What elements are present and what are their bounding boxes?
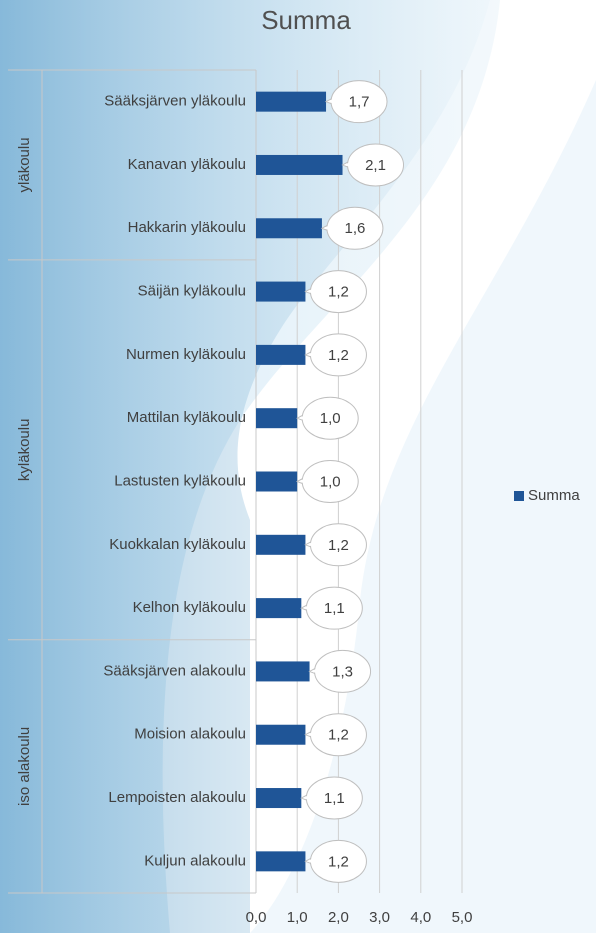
bar	[256, 788, 302, 809]
callout	[322, 222, 337, 233]
x-tick-label: 1,0	[287, 909, 308, 926]
group-label: yläkoulu	[16, 137, 33, 192]
data-label: 1,2	[328, 853, 349, 870]
data-label: 1,3	[332, 663, 353, 680]
bar	[256, 598, 302, 619]
x-tick-label: 0,0	[246, 909, 267, 926]
legend-label: Summa	[528, 487, 580, 504]
y-tick-label: Sääksjärven alakoulu	[103, 662, 246, 679]
data-label: 1,0	[320, 473, 341, 490]
bar	[256, 281, 306, 302]
legend-swatch	[514, 491, 524, 501]
y-tick-label: Moision alakoulu	[134, 726, 246, 743]
data-label: 1,0	[320, 410, 341, 427]
data-label: 1,2	[328, 727, 349, 744]
data-label: 1,7	[349, 94, 370, 111]
bar	[256, 534, 306, 555]
y-tick-label: Kelhon kyläkoulu	[133, 599, 246, 616]
y-tick-label: Kanavan yläkoulu	[128, 156, 246, 173]
callout	[298, 475, 313, 486]
x-tick-label: 5,0	[452, 909, 473, 926]
y-tick-label: Kuljun alakoulu	[144, 852, 246, 869]
callout	[343, 158, 358, 169]
data-label: 1,2	[328, 537, 349, 554]
y-tick-label: Mattilan kyläkoulu	[127, 409, 246, 426]
chart-title: Summa	[261, 5, 351, 35]
callout	[306, 285, 321, 296]
bar	[256, 661, 310, 682]
x-tick-label: 2,0	[328, 909, 349, 926]
data-label: 1,1	[324, 600, 345, 617]
y-tick-label: Säijän kyläkoulu	[138, 283, 246, 300]
data-label: 1,1	[324, 790, 345, 807]
callout	[310, 665, 325, 676]
callout	[302, 792, 317, 803]
bar	[256, 154, 343, 175]
x-tick-label: 4,0	[410, 909, 431, 926]
bar	[256, 91, 327, 112]
y-tick-label: Lempoisten alakoulu	[108, 789, 246, 806]
bar	[256, 408, 298, 429]
background-wave	[250, 80, 596, 933]
data-label: 2,1	[365, 157, 386, 174]
bar	[256, 471, 298, 492]
callout	[306, 855, 321, 866]
callout	[298, 412, 313, 423]
callout	[302, 602, 317, 613]
data-label: 1,2	[328, 284, 349, 301]
y-tick-label: Sääksjärven yläkoulu	[104, 93, 246, 110]
bar	[256, 851, 306, 872]
callout	[306, 538, 321, 549]
y-tick-label: Hakkarin yläkoulu	[128, 219, 246, 236]
bar	[256, 218, 322, 239]
group-label: kyläkoulu	[16, 419, 33, 482]
y-tick-label: Kuokkalan kyläkoulu	[109, 536, 246, 553]
data-label: 1,6	[344, 220, 365, 237]
background-wave	[0, 0, 490, 933]
y-tick-label: Nurmen kyläkoulu	[126, 346, 246, 363]
callout	[306, 348, 321, 359]
bar	[256, 724, 306, 745]
x-tick-label: 3,0	[369, 909, 390, 926]
y-tick-label: Lastusten kyläkoulu	[114, 472, 246, 489]
data-label: 1,2	[328, 347, 349, 364]
callout	[306, 728, 321, 739]
callout	[327, 95, 342, 106]
bar	[256, 344, 306, 365]
group-label: iso alakoulu	[16, 727, 33, 806]
